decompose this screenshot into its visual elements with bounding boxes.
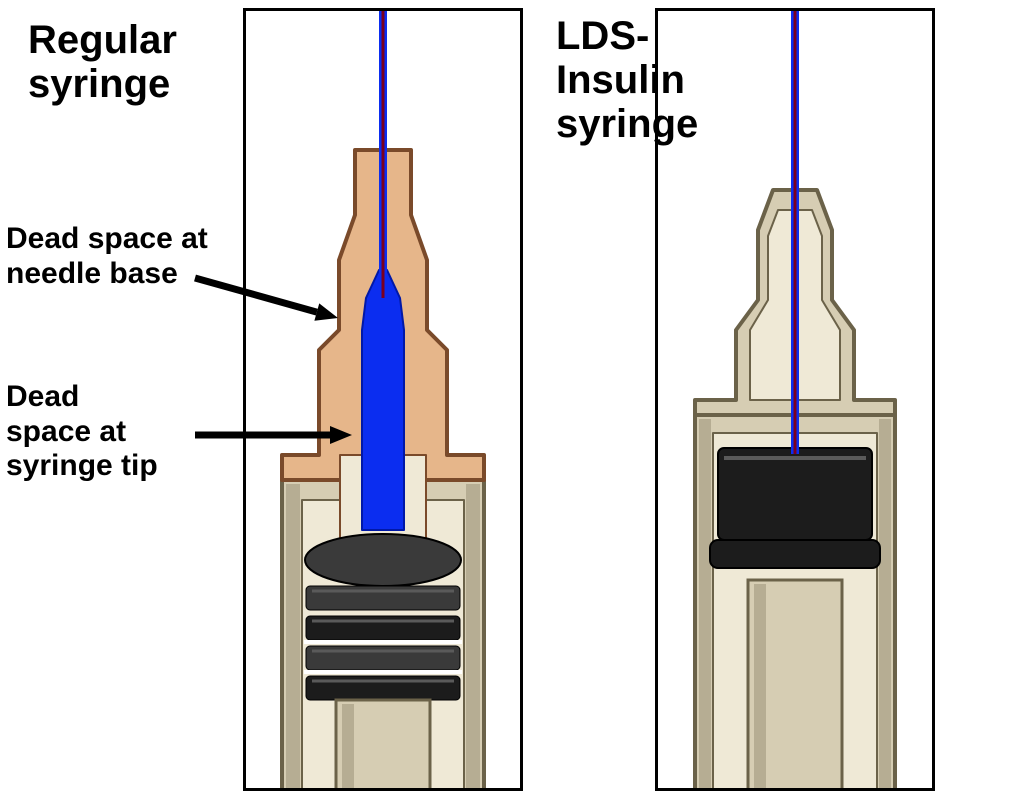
arrow-needle-base-head [314, 303, 338, 320]
right-barrel-shade-r [879, 419, 891, 789]
right-needle-inner [794, 8, 797, 454]
left-plunger-dome [305, 534, 461, 586]
left-plunger-gap2 [304, 670, 462, 674]
arrow-needle-base-shaft [195, 278, 317, 312]
left-stem-shade [342, 704, 354, 791]
right-plunger-block [718, 448, 872, 540]
right-plunger-flange [710, 540, 880, 568]
diagram-stage: Regular syringe LDS- Insulin syringe Dea… [0, 0, 1024, 801]
right-barrel-shade-l [699, 419, 711, 789]
annotation-needle-base: Dead space at needle base [6, 222, 208, 291]
right-syringe-group [695, 8, 895, 791]
right-panel-title: LDS- Insulin syringe [556, 14, 698, 146]
left-plunger-gap1 [304, 640, 462, 644]
right-stem-shade [754, 584, 766, 791]
annotation-syringe-tip: Dead space at syringe tip [6, 380, 158, 484]
left-dead-space [362, 270, 404, 530]
left-barrel-shade-r [466, 484, 480, 789]
left-needle-inner [382, 8, 385, 298]
left-panel-title: Regular syringe [28, 18, 177, 106]
left-syringe-group [282, 8, 484, 791]
left-barrel-shade-l [286, 484, 300, 789]
